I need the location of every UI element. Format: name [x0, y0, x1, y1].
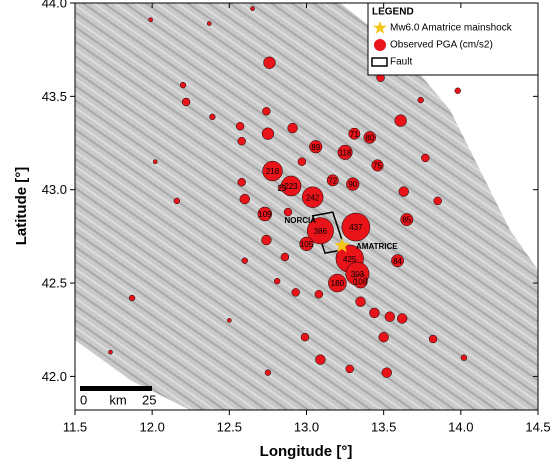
- y-tick-label: 43.0: [42, 182, 67, 197]
- legend: LEGEND Mw6.0 Amatrice mainshock Observed …: [368, 3, 538, 75]
- pga-label: 89: [311, 143, 320, 152]
- pga-circle: [180, 82, 186, 88]
- pga-label: 425: [343, 255, 357, 264]
- pga-circle: [298, 158, 306, 166]
- pga-label: 80: [365, 134, 374, 143]
- scale-bar: [80, 386, 152, 391]
- scale-label: km: [109, 392, 126, 407]
- y-tick-label: 42.0: [42, 369, 67, 384]
- pga-label: 180: [331, 279, 345, 288]
- pga-label: 84: [393, 257, 402, 266]
- pga-label: 25: [277, 184, 286, 193]
- scale-label: 0: [80, 392, 87, 407]
- pga-label: 242: [306, 193, 320, 202]
- pga-circle: [261, 235, 271, 245]
- pga-circle: [395, 115, 407, 127]
- pga-circle: [315, 355, 325, 365]
- pga-circle: [418, 97, 424, 103]
- x-tick-label: 13.0: [294, 419, 319, 434]
- pga-label: 437: [349, 223, 363, 232]
- pga-circle: [379, 332, 389, 342]
- pga-circle: [250, 7, 254, 11]
- pga-circle: [240, 194, 250, 204]
- x-tick-label: 14.5: [525, 419, 550, 434]
- pga-circle: [315, 290, 323, 298]
- pga-circle: [429, 335, 437, 343]
- pga-circle: [301, 333, 309, 341]
- pga-circle: [149, 18, 153, 22]
- pga-circle: [455, 88, 461, 94]
- legend-label: Observed PGA (cm/s2): [390, 40, 493, 51]
- place-label: NORCIA: [284, 216, 316, 225]
- pga-circle: [182, 98, 190, 106]
- pga-circle: [284, 208, 292, 216]
- pga-circle: [382, 368, 392, 378]
- pga-circle: [274, 278, 280, 284]
- pga-circle: [356, 297, 366, 307]
- legend-label: Mw6.0 Amatrice mainshock: [390, 23, 513, 34]
- pga-circle: [399, 187, 409, 197]
- pga-label: 218: [266, 167, 280, 176]
- pga-circle: [397, 314, 407, 324]
- pga-circle: [108, 350, 112, 354]
- y-tick-label: 42.5: [42, 275, 67, 290]
- pga-label: 108: [354, 277, 368, 286]
- pga-circle: [242, 258, 248, 264]
- pga-circle: [265, 370, 271, 376]
- x-tick-label: 14.0: [448, 419, 473, 434]
- pga-circle: [281, 253, 289, 261]
- pga-circle: [174, 198, 180, 204]
- pga-circle: [207, 22, 211, 26]
- pga-label: 386: [314, 227, 328, 236]
- x-tick-label: 11.5: [63, 419, 87, 434]
- pga-label: 71: [350, 130, 359, 139]
- pga-circle: [385, 312, 395, 322]
- x-tick-label: 12.0: [140, 419, 165, 434]
- pga-circle: [434, 197, 442, 205]
- pga-label: 109: [258, 210, 272, 219]
- y-axis-label: Latitude [°]: [13, 167, 30, 246]
- pga-label: 118: [339, 148, 352, 157]
- x-tick-label: 12.5: [217, 419, 242, 434]
- pga-label: 75: [373, 162, 382, 171]
- pga-circle: [238, 137, 246, 145]
- pga-circle: [288, 123, 298, 133]
- legend-label: Fault: [390, 57, 412, 68]
- pga-circle: [421, 154, 429, 162]
- pga-circle: [346, 365, 354, 373]
- pga-label: 90: [348, 180, 357, 189]
- pga-label: 105: [300, 240, 314, 249]
- pga-circle: [262, 107, 270, 115]
- pga-circle: [153, 160, 157, 164]
- legend-title: LEGEND: [372, 7, 414, 18]
- x-axis-label: Longitude [°]: [260, 443, 353, 460]
- scale-label: 25: [142, 392, 156, 407]
- pga-label: 85: [402, 216, 411, 225]
- y-tick-label: 44.0: [42, 0, 67, 10]
- pga-circle: [209, 114, 215, 120]
- pga-circle: [461, 355, 467, 361]
- pga-circle: [262, 128, 274, 140]
- place-label: AMATRICE: [356, 242, 398, 251]
- map-figure: 2182232524289118718075729010938643710585…: [0, 0, 558, 468]
- pga-circle: [369, 308, 379, 318]
- pga-label: 72: [328, 176, 337, 185]
- pga-circle: [264, 57, 276, 69]
- x-tick-label: 13.5: [371, 419, 396, 434]
- pga-circle: [238, 178, 246, 186]
- pga-label: 223: [284, 182, 298, 191]
- legend-swatch: [374, 39, 386, 51]
- pga-circle: [227, 318, 231, 322]
- y-tick-label: 43.5: [42, 89, 67, 104]
- pga-circle: [236, 122, 244, 130]
- pga-circle: [129, 295, 135, 301]
- pga-circle: [292, 288, 300, 296]
